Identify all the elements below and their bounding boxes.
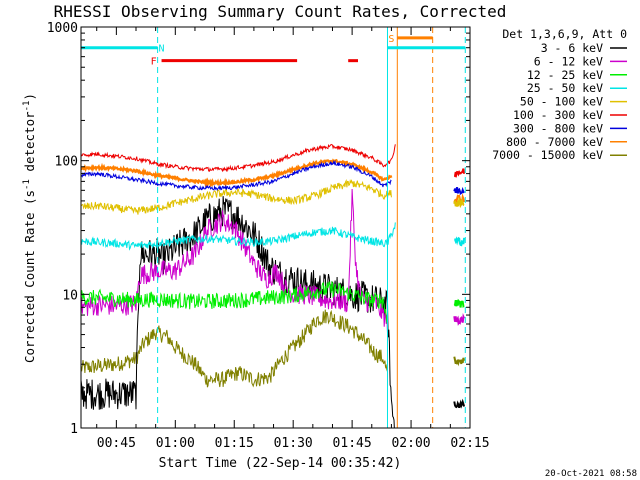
- x-tick-label: 01:00: [156, 436, 195, 451]
- post-gap-segment-5: [453, 298, 465, 308]
- series-line-800-7000-kev: [81, 158, 393, 188]
- timestamp: 20-Oct-2021 08:58: [545, 469, 637, 479]
- marker-layer: NF S: [81, 27, 466, 428]
- series-line-25-50-kev: [81, 222, 396, 251]
- post-gap-segment-3: [453, 196, 465, 209]
- legend-label: 50 - 100 keV: [520, 95, 603, 109]
- plot-frame: [80, 26, 471, 429]
- series-line-6-12-kev: [81, 188, 388, 334]
- x-tick-label: 02:15: [450, 436, 489, 451]
- legend-label: 25 - 50 keV: [527, 81, 603, 95]
- series-layer: [81, 143, 466, 428]
- y-tick-label: 100: [55, 155, 78, 170]
- legend-label: 7000 - 15000 keV: [492, 148, 603, 162]
- series-line-300-800-kev: [81, 159, 392, 192]
- flag-label-s: S: [388, 34, 394, 45]
- post-gap-segment-6: [453, 313, 466, 326]
- legend-label: 6 - 12 keV: [534, 54, 603, 68]
- chart-title: RHESSI Observing Summary Count Rates, Co…: [54, 2, 507, 21]
- series-line-12-25-kev: [81, 280, 388, 325]
- y-tick-label: 1000: [47, 21, 78, 36]
- x-tick-label: 01:30: [274, 436, 313, 451]
- y-axis-label: Corrected Count Rate (s-1 detector-1): [22, 93, 37, 363]
- series-line-7000-15000-kev: [81, 309, 388, 388]
- x-tick-label: 01:15: [215, 436, 254, 451]
- x-tick-label: 02:00: [391, 436, 430, 451]
- x-axis-label: Start Time (22-Sep-14 00:35:42): [159, 456, 402, 471]
- post-gap-segment-7: [453, 356, 466, 367]
- legend-label: 800 - 7000 keV: [506, 135, 603, 149]
- legend-label: 3 - 6 keV: [541, 41, 603, 55]
- legend-title: Det 1,3,6,9, Att 0: [502, 27, 627, 41]
- x-tick-label: 01:45: [333, 436, 372, 451]
- y-tick-label: 10: [62, 288, 78, 303]
- x-axis: 00:45 01:00 01:15 01:30 01:45 02:00 02:15: [96, 27, 490, 451]
- post-gap-segment-1: [453, 186, 465, 195]
- flag-label-n: N: [159, 44, 165, 55]
- post-gap-segment-0: [454, 168, 466, 179]
- series-line-3-6-kev: [81, 196, 395, 428]
- x-tick-label: 00:45: [97, 436, 136, 451]
- y-tick-label: 1: [70, 422, 78, 437]
- series-line-50-100-kev: [81, 178, 392, 215]
- y-axis: 1 10 100 1000: [47, 21, 470, 437]
- post-gap-segment-8: [453, 398, 466, 409]
- post-gap-segment-4: [454, 236, 466, 247]
- legend-label: 300 - 800 keV: [513, 121, 603, 135]
- series-line-100-300-kev: [81, 143, 396, 173]
- flag-label-f: F: [151, 57, 157, 68]
- legend-label: 12 - 25 keV: [527, 68, 603, 82]
- legend-label: 100 - 300 keV: [513, 108, 603, 122]
